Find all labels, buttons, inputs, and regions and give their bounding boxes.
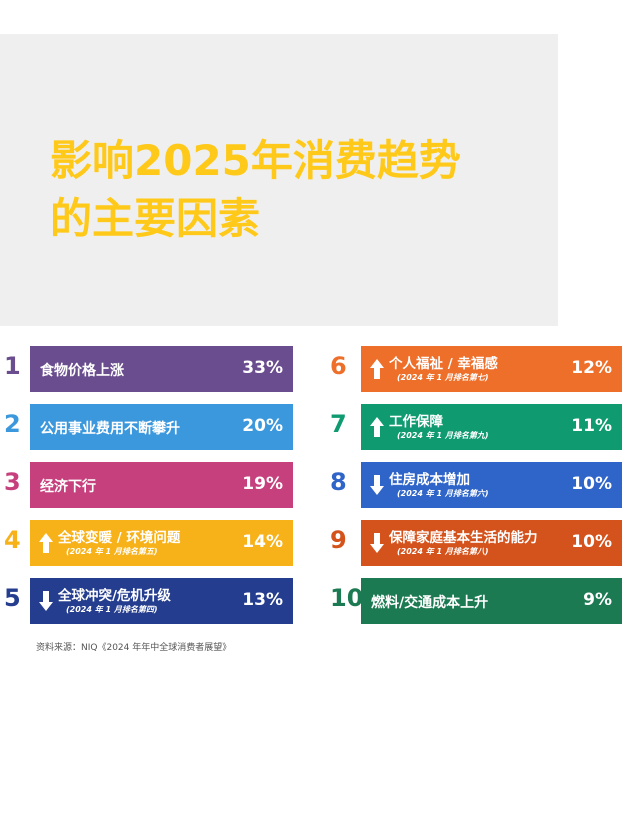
rank-number: 3 (4, 468, 21, 496)
rank-bar: (2024 年 1 月排名第七) 个人福祉 / 幸福感 12% (361, 346, 622, 392)
rank-row: 3 经济下行 19% (0, 462, 629, 508)
rank-row: 1 食物价格上涨 33% (0, 346, 629, 392)
rank-value: 13% (242, 590, 283, 610)
rank-row: 4 (2024 年 1 月排名第五) 全球变暖 / 环境问题 14% (0, 520, 629, 566)
rank-value: 10% (571, 532, 612, 552)
rank-label: 个人福祉 / 幸福感 (389, 356, 498, 372)
page-title: 影响2025年消费趋势 的主要因素 (50, 132, 550, 248)
rank-row: 9 (2024 年 1 月排名第八) 保障家庭基本生活的能力 10% (0, 520, 629, 566)
rank-value: 12% (571, 358, 612, 378)
rank-label: 食物价格上涨 (40, 363, 124, 379)
rank-note: (2024 年 1 月排名第五) (66, 547, 158, 556)
arrow-up-icon (39, 533, 53, 553)
rank-bar: (2024 年 1 月排名第四) 全球冲突/危机升级 13% (30, 578, 293, 624)
rank-number: 2 (4, 410, 21, 438)
rank-number: 8 (330, 468, 347, 496)
rank-bar: 公用事业费用不断攀升 20% (30, 404, 293, 450)
rank-label: 燃料/交通成本上升 (371, 595, 489, 611)
rank-value: 19% (242, 474, 283, 494)
arrow-down-icon (39, 591, 53, 611)
rank-note: (2024 年 1 月排名第八) (397, 547, 489, 556)
rank-number: 1 (4, 352, 21, 380)
rank-bar: (2024 年 1 月排名第六) 住房成本增加 10% (361, 462, 622, 508)
source-note: 资料来源：NIQ《2024 年年中全球消费者展望》 (36, 643, 232, 653)
rank-value: 33% (242, 358, 283, 378)
title-line-1: 影响2025年消费趋势 (50, 136, 461, 185)
rank-row: 6 (2024 年 1 月排名第七) 个人福祉 / 幸福感 12% (0, 346, 629, 392)
rank-label: 住房成本增加 (389, 472, 470, 488)
rank-value: 11% (571, 416, 612, 436)
rank-bar: (2024 年 1 月排名第九) 工作保障 11% (361, 404, 622, 450)
rank-bar: 经济下行 19% (30, 462, 293, 508)
rank-row: 8 (2024 年 1 月排名第六) 住房成本增加 10% (0, 462, 629, 508)
rank-label: 公用事业费用不断攀升 (40, 421, 180, 437)
rank-label: 经济下行 (40, 479, 96, 495)
rank-value: 14% (242, 532, 283, 552)
arrow-up-icon (370, 417, 384, 437)
header-panel (0, 34, 558, 326)
rank-bar: 食物价格上涨 33% (30, 346, 293, 392)
rank-number: 4 (4, 526, 21, 554)
rank-value: 20% (242, 416, 283, 436)
rank-note: (2024 年 1 月排名第六) (397, 489, 489, 498)
rank-row: 2 公用事业费用不断攀升 20% (0, 404, 629, 450)
rank-bar: (2024 年 1 月排名第五) 全球变暖 / 环境问题 14% (30, 520, 293, 566)
rank-note: (2024 年 1 月排名第七) (397, 373, 489, 382)
rank-note: (2024 年 1 月排名第九) (397, 431, 489, 440)
rank-number: 7 (330, 410, 347, 438)
rank-value: 9% (583, 590, 612, 610)
arrow-down-icon (370, 533, 384, 553)
rank-label: 工作保障 (389, 414, 443, 430)
rank-label: 全球冲突/危机升级 (58, 588, 171, 604)
rank-label: 全球变暖 / 环境问题 (58, 530, 181, 546)
rank-number: 5 (4, 584, 21, 612)
rank-row: 7 (2024 年 1 月排名第九) 工作保障 11% (0, 404, 629, 450)
title-line-2: 的主要因素 (50, 194, 261, 243)
rank-row: 5 (2024 年 1 月排名第四) 全球冲突/危机升级 13% (0, 578, 629, 624)
rank-row: 10 燃料/交通成本上升 9% (0, 578, 629, 624)
arrow-up-icon (370, 359, 384, 379)
rank-note: (2024 年 1 月排名第四) (66, 605, 158, 614)
rank-bar: 燃料/交通成本上升 9% (361, 578, 622, 624)
rank-number: 6 (330, 352, 347, 380)
rank-value: 10% (571, 474, 612, 494)
rank-label: 保障家庭基本生活的能力 (389, 530, 538, 546)
rank-number: 9 (330, 526, 347, 554)
arrow-down-icon (370, 475, 384, 495)
rank-number: 10 (330, 584, 364, 612)
rank-bar: (2024 年 1 月排名第八) 保障家庭基本生活的能力 10% (361, 520, 622, 566)
